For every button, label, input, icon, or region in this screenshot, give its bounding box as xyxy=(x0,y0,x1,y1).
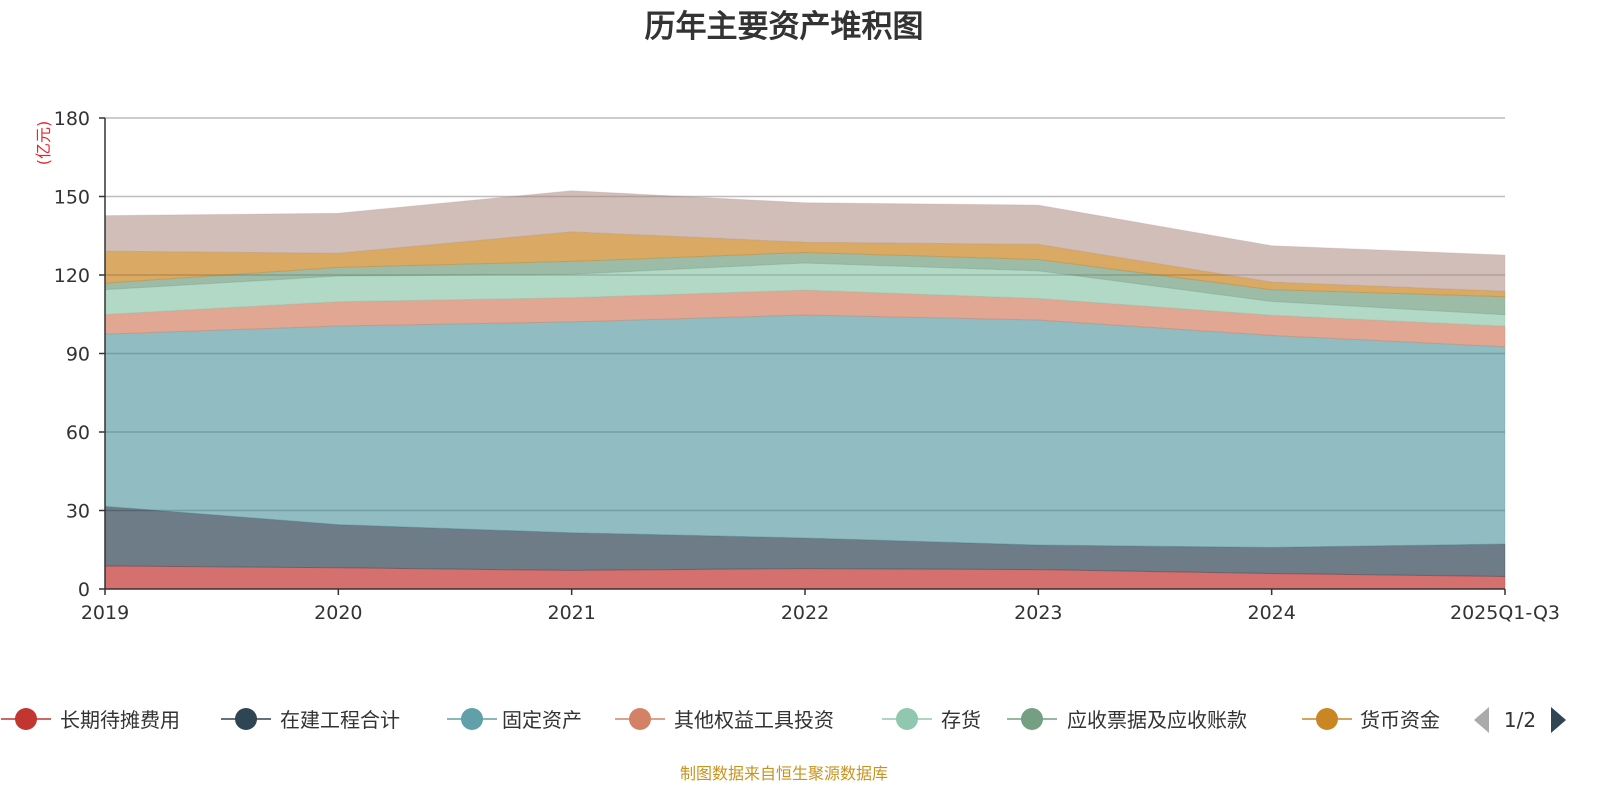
legend-item[interactable]: 长期待摊费用 xyxy=(1,708,180,732)
legend-item[interactable]: 固定资产 xyxy=(447,708,582,732)
legend-label: 应收票据及应收账款 xyxy=(1067,708,1247,732)
legend-label: 在建工程合计 xyxy=(280,708,400,732)
legend-marker-icon xyxy=(461,708,483,730)
legend-marker-icon xyxy=(235,708,257,730)
legend-item[interactable]: 存货 xyxy=(882,708,981,732)
legend-page-indicator: 1/2 xyxy=(1504,708,1536,732)
x-tick-label: 2022 xyxy=(781,602,829,624)
legend-item[interactable]: 在建工程合计 xyxy=(221,708,400,732)
area-series-7 xyxy=(104,231,1506,298)
legend-next-page-icon[interactable] xyxy=(1551,707,1566,733)
x-tick-label: 2020 xyxy=(314,602,362,624)
legend-label: 长期待摊费用 xyxy=(60,708,180,732)
legend-item[interactable]: 应收票据及应收账款 xyxy=(1007,708,1247,732)
legend-marker-icon xyxy=(1021,708,1043,730)
y-tick-label: 90 xyxy=(66,344,90,366)
legend-label: 存货 xyxy=(941,708,981,732)
y-tick-label: 120 xyxy=(54,265,90,287)
y-tick-label: 180 xyxy=(54,108,90,130)
area-series-2 xyxy=(104,505,1506,577)
legend-marker-icon xyxy=(896,708,918,730)
legend-item[interactable]: 货币资金 xyxy=(1302,708,1440,732)
y-axis-unit-label: (亿元) xyxy=(34,121,53,166)
area-series-4 xyxy=(104,289,1506,348)
area-series-3 xyxy=(104,314,1506,548)
area-series xyxy=(104,190,1506,590)
chart-title: 历年主要资产堆积图 xyxy=(645,9,924,45)
legend-prev-page-icon[interactable] xyxy=(1474,707,1489,733)
legend: 长期待摊费用 在建工程合计 固定资产 其他权益工具投资 存货 应收票据及应收账款 货币资金 xyxy=(1,708,1440,732)
data-source-note: 制图数据来自恒生聚源数据库 xyxy=(680,764,888,783)
legend-label: 货币资金 xyxy=(1360,708,1440,732)
legend-marker-icon xyxy=(15,708,37,730)
y-tick-label: 30 xyxy=(66,501,90,523)
legend-label: 其他权益工具投资 xyxy=(674,708,834,732)
x-tick-label: 2021 xyxy=(547,602,595,624)
axes: 0 30 60 90 120 150 180 2019 2020 2021 2022 2023 2024… xyxy=(54,108,1560,624)
legend-item[interactable]: 其他权益工具投资 xyxy=(615,708,834,732)
y-tick-label: 0 xyxy=(78,579,90,601)
x-tick-label: 2025Q1-Q3 xyxy=(1450,602,1560,624)
x-tick-label: 2023 xyxy=(1014,602,1062,624)
x-tick-label: 2019 xyxy=(81,602,129,624)
legend-marker-icon xyxy=(629,708,651,730)
x-tick-label: 2024 xyxy=(1247,602,1295,624)
legend-pager: 1/2 xyxy=(1474,707,1566,733)
area-series-8 xyxy=(104,190,1506,292)
legend-marker-icon xyxy=(1316,708,1338,730)
y-tick-label: 60 xyxy=(66,422,90,444)
y-tick-label: 150 xyxy=(54,187,90,209)
gridlines-overlay xyxy=(105,117,1505,512)
legend-label: 固定资产 xyxy=(502,708,582,732)
